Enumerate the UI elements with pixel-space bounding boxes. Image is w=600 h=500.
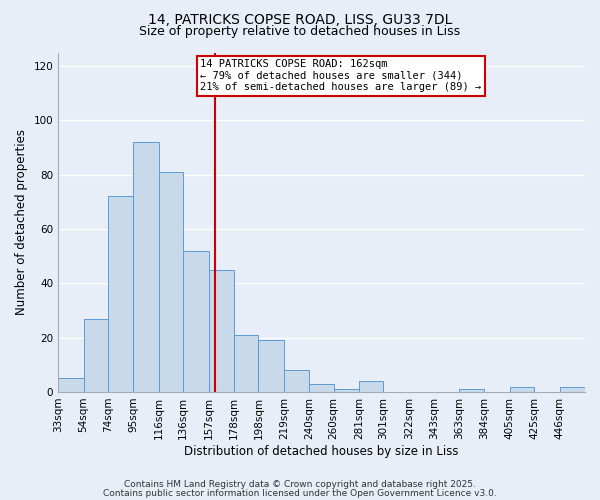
Bar xyxy=(209,270,234,392)
Bar xyxy=(510,386,534,392)
Bar xyxy=(310,384,334,392)
Bar xyxy=(560,386,585,392)
Bar xyxy=(459,389,484,392)
Bar xyxy=(334,389,359,392)
Text: Contains HM Land Registry data © Crown copyright and database right 2025.: Contains HM Land Registry data © Crown c… xyxy=(124,480,476,489)
Text: Contains public sector information licensed under the Open Government Licence v3: Contains public sector information licen… xyxy=(103,488,497,498)
Text: 14 PATRICKS COPSE ROAD: 162sqm
← 79% of detached houses are smaller (344)
21% of: 14 PATRICKS COPSE ROAD: 162sqm ← 79% of … xyxy=(200,60,482,92)
Bar xyxy=(259,340,284,392)
Y-axis label: Number of detached properties: Number of detached properties xyxy=(15,129,28,315)
Text: Size of property relative to detached houses in Liss: Size of property relative to detached ho… xyxy=(139,25,461,38)
Bar xyxy=(234,335,259,392)
Bar xyxy=(284,370,310,392)
Bar xyxy=(108,196,133,392)
Bar xyxy=(159,172,183,392)
Bar xyxy=(133,142,159,392)
Bar xyxy=(58,378,83,392)
X-axis label: Distribution of detached houses by size in Liss: Distribution of detached houses by size … xyxy=(184,444,459,458)
Bar xyxy=(83,318,108,392)
Bar xyxy=(359,381,383,392)
Text: 14, PATRICKS COPSE ROAD, LISS, GU33 7DL: 14, PATRICKS COPSE ROAD, LISS, GU33 7DL xyxy=(148,12,452,26)
Bar xyxy=(183,250,209,392)
